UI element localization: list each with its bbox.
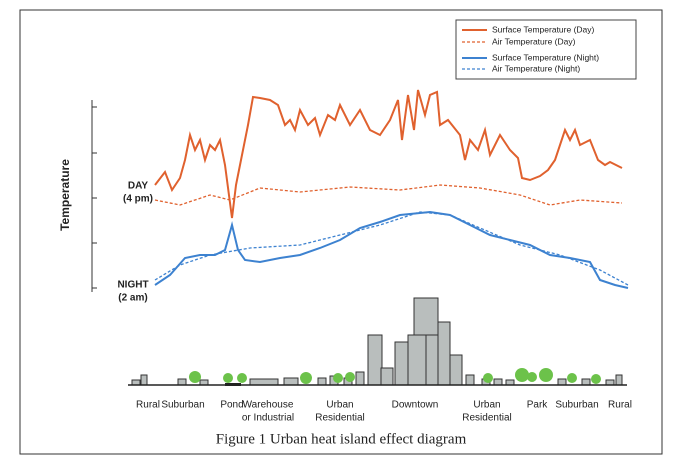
zone-label: or Industrial [242, 413, 294, 424]
zone-label: Residential [315, 413, 364, 424]
annotation: (2 am) [118, 293, 147, 304]
caption: Figure 1 Urban heat island effect diagra… [216, 431, 467, 447]
zone-label: Warehouse [243, 400, 294, 411]
annotation: NIGHT [117, 280, 148, 291]
zone-label: Urban [326, 400, 353, 411]
annotation: DAY [128, 181, 149, 192]
diagram: Surface Temperature (Day) Air Temperatur… [0, 0, 683, 463]
legend-label: Surface Temperature (Day) [492, 24, 595, 34]
zone-label: Downtown [392, 400, 439, 411]
annotation: (4 pm) [123, 194, 153, 205]
zone-label: Suburban [555, 400, 598, 411]
legend-label: Air Temperature (Night) [492, 63, 580, 73]
zone-label: Rural [608, 400, 632, 411]
y-axis-label: Temperature [58, 159, 72, 231]
legend-label: Surface Temperature (Night) [492, 52, 599, 62]
page: Surface Temperature (Day) Air Temperatur… [0, 0, 683, 463]
legend: Surface Temperature (Day) Air Temperatur… [456, 20, 636, 79]
legend-label: Air Temperature (Day) [492, 36, 576, 46]
zone-label: Suburban [161, 400, 204, 411]
zone-label: Residential [462, 413, 511, 424]
zone-label: Park [527, 400, 549, 411]
zone-label: Pond [220, 400, 243, 411]
zone-label: Urban [473, 400, 500, 411]
zone-label: Rural [136, 400, 160, 411]
